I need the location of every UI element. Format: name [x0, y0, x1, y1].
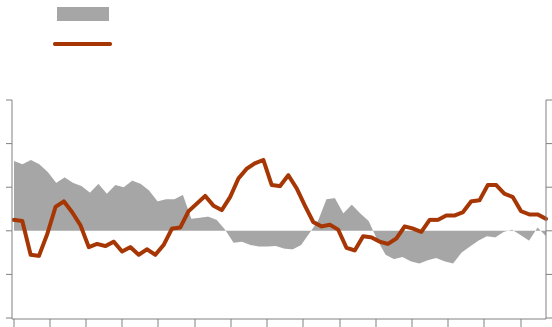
area-fill — [14, 159, 546, 264]
legend-swatch-area — [57, 7, 109, 21]
legend — [53, 7, 112, 46]
area-series — [14, 159, 546, 264]
axes — [6, 99, 552, 327]
line-series — [12, 157, 548, 258]
line-path — [12, 157, 548, 258]
